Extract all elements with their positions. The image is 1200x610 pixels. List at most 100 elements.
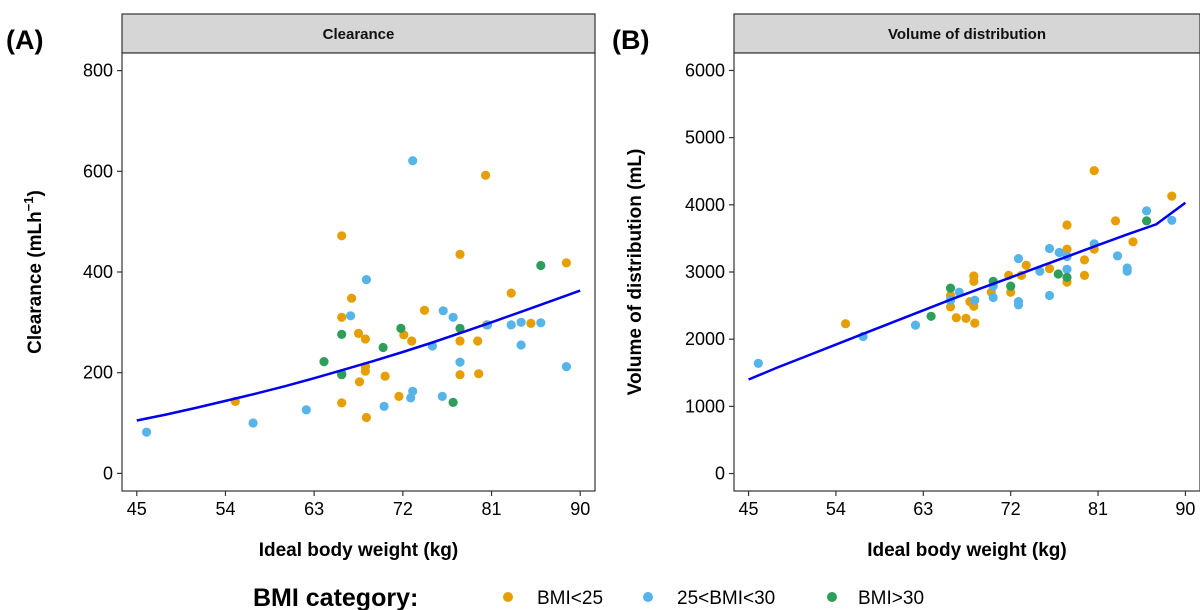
y-tick-label-clearance-600: 600 [83, 161, 113, 181]
point-clearance-bmilt25-21 [481, 170, 491, 180]
legend-label-bmi-25-30: 25<BMI<30 [677, 588, 775, 609]
point-volume-of-distribution-bmilt25-0 [841, 319, 851, 329]
x-axis-clearance: 45 54 63 72 81 90 [127, 491, 590, 519]
legend-swatch-bmi-over-30 [827, 592, 837, 602]
x-tick-label-volume-of-distribution-45: 45 [739, 499, 759, 519]
point-volume-of-distribution-bmilt25-9 [970, 318, 980, 328]
y-axis-title-superscript: −1 [21, 196, 36, 211]
point-clearance-25ltbmilt30-5 [379, 401, 389, 411]
panel-tag-a: (A) [6, 25, 43, 55]
panel-tag-b: (B) [612, 25, 649, 55]
point-volume-of-distribution-25ltbmilt30-12 [1044, 243, 1055, 254]
y-axis-title-volume-of-distribution: Volume of distribution (mL) [625, 149, 646, 396]
point-volume-of-distribution-bmilt25-25 [1128, 237, 1138, 247]
point-volume-of-distribution-bmilt25-22 [1089, 166, 1099, 176]
point-clearance-25ltbmilt30-8 [408, 156, 418, 166]
strip-label-clearance: Clearance [323, 26, 395, 43]
point-clearance-bmilt25-1 [337, 231, 347, 241]
point-volume-of-distribution-25ltbmilt30-16 [1062, 264, 1072, 274]
x-tick-label-clearance-90: 90 [570, 499, 590, 519]
point-volume-of-distribution-25ltbmilt30-21 [1142, 206, 1152, 216]
point-volume-of-distribution-25ltbmilt30-22 [1167, 215, 1177, 225]
x-tick-label-clearance-72: 72 [393, 499, 413, 519]
panel-volume-of-distribution: (B) Volume of distribution 45 54 63 72 81 90 … [612, 13, 1200, 561]
y-tick-label-volume-of-distribution-3000: 3000 [685, 262, 725, 282]
points-clearance [142, 156, 572, 437]
point-volume-of-distribution-25ltbmilt30-5 [970, 295, 980, 305]
point-clearance-bmigt30-1 [337, 329, 347, 339]
point-volume-of-distribution-25ltbmilt30-20 [1122, 266, 1132, 276]
legend-label-bmi-over-30: BMI>30 [858, 588, 924, 609]
point-clearance-bmilt25-7 [360, 366, 370, 376]
point-clearance-bmilt25-11 [380, 371, 390, 381]
y-axis-title-clearance: Clearance (mLh−1) [21, 190, 46, 354]
point-clearance-25ltbmilt30-17 [516, 340, 526, 350]
point-volume-of-distribution-bmilt25-26 [1167, 191, 1177, 201]
x-tick-label-clearance-81: 81 [482, 499, 502, 519]
point-clearance-bmigt30-0 [319, 357, 329, 367]
point-volume-of-distribution-bmigt30-3 [1006, 281, 1016, 291]
y-tick-label-volume-of-distribution-5000: 5000 [685, 128, 725, 148]
point-volume-of-distribution-bmilt25-3 [951, 313, 961, 323]
point-clearance-25ltbmilt30-19 [561, 362, 572, 372]
x-tick-label-volume-of-distribution-54: 54 [826, 499, 846, 519]
point-clearance-25ltbmilt30-7 [408, 386, 418, 396]
point-clearance-25ltbmilt30-1 [248, 418, 258, 428]
point-volume-of-distribution-bmilt25-20 [1079, 270, 1090, 280]
point-volume-of-distribution-bmilt25-16 [1062, 220, 1072, 230]
point-clearance-bmilt25-19 [473, 336, 483, 346]
fit-line-clearance [136, 289, 581, 422]
y-tick-label-clearance-200: 200 [83, 363, 113, 383]
point-volume-of-distribution-bmilt25-7 [969, 276, 979, 286]
x-axis-title-clearance: Ideal body weight (kg) [259, 540, 459, 561]
point-clearance-25ltbmilt30-11 [438, 306, 448, 316]
point-volume-of-distribution-bmilt25-21 [1079, 255, 1090, 265]
point-clearance-bmilt25-24 [526, 318, 536, 328]
point-volume-of-distribution-25ltbmilt30-10 [1013, 300, 1024, 310]
point-volume-of-distribution-25ltbmilt30-13 [1044, 290, 1055, 301]
y-tick-label-volume-of-distribution-1000: 1000 [685, 396, 725, 416]
y-tick-label-volume-of-distribution-4000: 4000 [685, 195, 725, 215]
point-clearance-bmilt25-16 [455, 249, 465, 259]
point-clearance-bmilt25-25 [561, 258, 572, 268]
point-clearance-25ltbmilt30-15 [506, 320, 516, 330]
point-clearance-bmilt25-8 [337, 398, 347, 408]
y-tick-label-clearance-400: 400 [83, 262, 113, 282]
point-clearance-bmilt25-4 [353, 328, 364, 338]
legend: BMI category: BMI<25 25<BMI<30 BMI>30 [253, 584, 924, 610]
point-volume-of-distribution-25ltbmilt30-18 [1112, 251, 1123, 261]
legend-swatch-bmi-under-25 [503, 592, 513, 602]
point-volume-of-distribution-25ltbmilt30-2 [910, 320, 921, 330]
point-clearance-bmigt30-8 [536, 260, 546, 271]
legend-swatch-bmi-25-30 [643, 592, 653, 602]
point-clearance-bmigt30-5 [396, 323, 406, 333]
y-axis-volume-of-distribution: 0 1000 2000 3000 4000 5000 6000 [685, 60, 734, 484]
point-clearance-25ltbmilt30-0 [142, 427, 152, 437]
point-volume-of-distribution-bmilt25-17 [1062, 244, 1072, 254]
point-volume-of-distribution-bmilt25-2 [945, 302, 956, 312]
point-clearance-bmilt25-18 [455, 370, 465, 380]
strip-label-volume-of-distribution: Volume of distribution [888, 26, 1046, 43]
point-volume-of-distribution-25ltbmilt30-0 [753, 358, 763, 368]
point-clearance-25ltbmilt30-10 [437, 391, 447, 401]
point-clearance-bmilt25-15 [419, 305, 430, 315]
panel-clearance: (A) Clearance 45 54 63 72 81 90 0 200 400 600 800… [6, 13, 596, 561]
point-clearance-bmigt30-7 [455, 323, 465, 333]
y-tick-label-clearance-800: 800 [83, 61, 113, 81]
legend-title: BMI category: [253, 584, 418, 610]
point-clearance-bmilt25-20 [474, 369, 484, 379]
strip-clearance [121, 13, 596, 54]
point-volume-of-distribution-25ltbmilt30-11 [1035, 266, 1045, 276]
x-axis-title-volume-of-distribution: Ideal body weight (kg) [867, 540, 1067, 561]
y-tick-label-volume-of-distribution-0: 0 [715, 464, 725, 484]
plot-area-volume-of-distribution [733, 52, 1200, 492]
point-clearance-bmilt25-2 [337, 312, 347, 322]
y-tick-label-volume-of-distribution-2000: 2000 [685, 329, 725, 349]
point-clearance-bmilt25-5 [360, 334, 370, 344]
y-axis-title-main: Clearance (mLh [25, 211, 46, 354]
point-clearance-bmilt25-3 [347, 293, 357, 303]
point-volume-of-distribution-bmilt25-15 [1044, 264, 1055, 274]
x-tick-label-clearance-45: 45 [127, 499, 147, 519]
point-volume-of-distribution-bmilt25-24 [1110, 216, 1121, 226]
